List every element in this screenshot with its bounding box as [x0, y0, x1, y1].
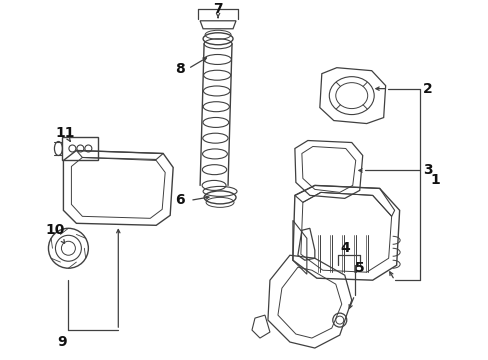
- Text: 10: 10: [46, 223, 65, 237]
- Text: 6: 6: [175, 193, 184, 207]
- Text: 3: 3: [422, 163, 431, 177]
- Text: 7: 7: [213, 2, 223, 16]
- Text: 5: 5: [354, 261, 364, 275]
- Text: 1: 1: [430, 174, 440, 188]
- Text: 2: 2: [422, 82, 431, 96]
- Text: 4: 4: [339, 241, 349, 255]
- Text: 9: 9: [58, 335, 67, 349]
- Text: 11: 11: [56, 126, 75, 140]
- Text: 8: 8: [175, 62, 184, 76]
